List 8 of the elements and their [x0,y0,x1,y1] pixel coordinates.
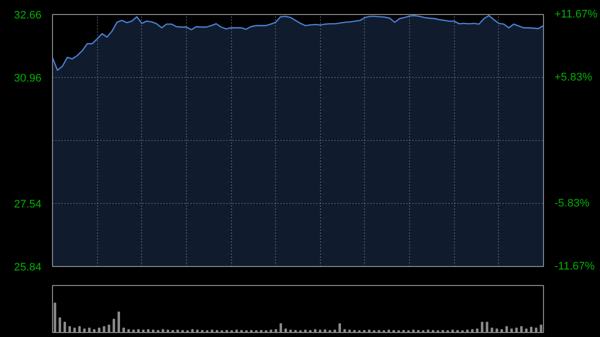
y2-tick-label: +11.67% [554,8,598,20]
y-tick-label: 27.54 [14,198,42,211]
y-tick-label: 32.66 [14,10,42,22]
y-tick-label: 25.84 [14,262,42,274]
y2-tick-label: -5.83% [554,197,590,210]
y2-tick-label: -11.67% [554,260,595,272]
y-tick-label: 30.96 [14,72,42,84]
y2-tick-label: +5.83% [554,72,592,84]
